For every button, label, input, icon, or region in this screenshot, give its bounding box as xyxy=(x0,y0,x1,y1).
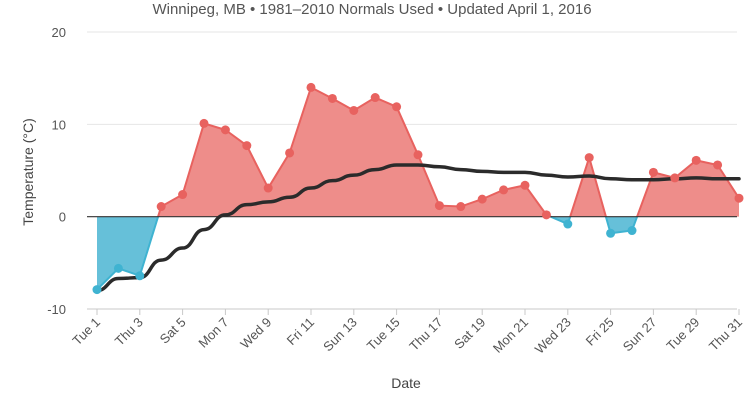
area-below-normal xyxy=(97,216,159,290)
data-point xyxy=(499,185,509,195)
chart-subtitle: Winnipeg, MB • 1981–2010 Normals Used • … xyxy=(152,1,591,18)
x-axis-title: Date xyxy=(391,375,421,391)
area-fill-layer xyxy=(97,87,739,290)
data-point xyxy=(670,173,680,183)
data-point xyxy=(178,190,188,200)
data-point xyxy=(156,202,166,212)
x-tick-label: Fri 11 xyxy=(284,315,317,348)
x-tick-label: Wed 23 xyxy=(532,315,574,357)
x-tick-label: Tue 1 xyxy=(69,315,103,349)
data-point xyxy=(92,285,102,295)
area-above-normal xyxy=(637,160,739,217)
x-axis: Tue 1 Thu 3 Sat 5 Mon 7 Wed 9 Fri 11 Sun 13 Tue… xyxy=(69,308,745,357)
data-point xyxy=(691,155,701,165)
y-tick-label: -10 xyxy=(47,302,66,317)
x-tick-label: Sun 27 xyxy=(620,315,660,355)
data-point xyxy=(734,193,744,203)
x-tick-label: Wed 9 xyxy=(237,315,274,352)
data-point xyxy=(563,219,573,229)
y-tick-label: 0 xyxy=(59,210,66,225)
data-point xyxy=(434,201,444,211)
x-tick-label: Thu 31 xyxy=(706,315,745,354)
series-line-below xyxy=(604,216,639,235)
data-points xyxy=(92,82,744,295)
data-point xyxy=(648,167,658,177)
data-point xyxy=(199,118,209,128)
x-tick-label: Sat 5 xyxy=(157,315,189,347)
area-above-normal xyxy=(158,87,551,217)
data-point xyxy=(327,93,337,103)
data-point xyxy=(263,183,273,193)
data-point xyxy=(713,160,723,170)
data-point xyxy=(456,202,466,212)
y-axis-title: Temperature (°C) xyxy=(20,118,36,226)
data-point xyxy=(392,102,402,112)
normal-line-layer xyxy=(95,163,741,293)
data-point xyxy=(627,226,637,236)
area-above-normal xyxy=(570,157,606,217)
x-tick-label: Thu 17 xyxy=(406,315,445,354)
x-tick-label: Thu 3 xyxy=(112,315,146,349)
data-point xyxy=(349,105,359,115)
data-point xyxy=(220,125,230,135)
x-tick-label: Tue 15 xyxy=(364,315,403,354)
data-point xyxy=(606,228,616,238)
y-tick-label: 10 xyxy=(52,117,66,132)
x-tick-label: Sat 19 xyxy=(451,315,488,352)
data-point xyxy=(413,150,423,160)
x-tick-label: Tue 29 xyxy=(663,315,702,354)
x-tick-label: Fri 25 xyxy=(583,315,617,349)
y-tick-label: 20 xyxy=(52,25,66,40)
series-line-below xyxy=(96,216,160,291)
x-tick-label: Mon 21 xyxy=(490,315,531,356)
data-point xyxy=(285,148,295,158)
x-tick-label: Mon 7 xyxy=(195,315,231,351)
data-point xyxy=(113,263,123,273)
data-point xyxy=(541,210,551,220)
normal-temperature-line xyxy=(95,163,741,293)
data-point xyxy=(306,82,316,92)
data-point xyxy=(520,180,530,190)
data-point xyxy=(370,93,380,103)
x-tick-label: Sun 13 xyxy=(320,315,360,355)
data-point xyxy=(584,153,594,163)
data-point xyxy=(477,194,487,204)
data-point xyxy=(242,141,252,151)
data-point xyxy=(135,271,145,281)
y-axis: -10 0 10 20 xyxy=(47,25,66,317)
